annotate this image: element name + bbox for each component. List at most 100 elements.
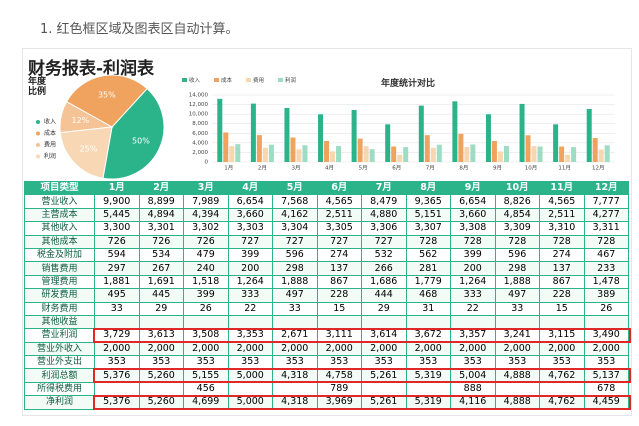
caption: 1. 红色框区域及图表区自动计算。 [40,22,239,37]
cell: 22 [450,301,496,316]
cell: 2,000 [405,341,451,357]
x-tick-label: 7月 [426,165,435,172]
x-tick-label: 2月 [258,165,267,172]
cell: 3,310 [539,221,585,236]
bar [336,145,342,162]
cell [272,381,318,397]
row-label: 营业收入 [24,194,95,209]
cell: 353 [583,355,629,370]
header-cell: 10月 [494,180,540,196]
bar [519,103,525,162]
legend-swatch [278,78,283,82]
cell: 6,654 [450,194,496,209]
cell: 7,568 [272,194,318,209]
bar [464,147,470,162]
cell: 867 [316,274,362,290]
row: 管理费用 1,881 1,691 1,518 1,264 1,888 867 1,686 1,7… [24,274,629,290]
bar [525,135,531,162]
table: 项目类型 1月 2月 3月 4月 5月 6月 7月 8月 9月 10月 11月 12月 营业收入 9,900… [24,180,629,410]
cell: 497 [272,288,318,303]
cell: 3,660 [227,207,273,223]
y-tick-label: 8,000 [192,121,208,127]
cell: 2,511 [316,207,362,223]
cell: 789 [316,381,362,397]
bar [592,138,598,162]
bar [485,114,491,162]
cell [539,314,585,330]
cell: 3,311 [583,221,629,236]
cell [138,314,184,330]
cell: 1,686 [361,274,407,290]
legend-swatch [36,154,40,159]
header-cell: 项目类型 [24,180,95,196]
bar [357,138,363,162]
cell: 4,854 [494,207,540,223]
header-cell: 1月 [94,180,140,196]
pie-slice [65,74,148,128]
cell: 274 [539,247,585,263]
cell: 9,900 [94,194,140,209]
cell: 26 [183,301,229,316]
cell: 728 [494,234,540,249]
y-tick-label: 10,000 [189,112,209,118]
cell: 353 [272,355,318,370]
bar [418,105,424,162]
x-tick-label: 10月 [525,165,538,172]
cell: 596 [272,247,318,263]
cell: 3,303 [227,221,273,236]
bar [296,149,302,162]
y-tick-label: 0 [205,160,209,166]
cell [272,314,318,330]
cell: 727 [227,234,273,249]
cell: 233 [583,261,629,276]
bar [223,132,229,162]
cell: 728 [405,234,451,249]
cell: 3,660 [450,207,496,223]
row-label: 税金及附加 [24,247,95,263]
row-label: 利润总额 [24,368,95,383]
row-label: 其他收益 [24,314,95,330]
bar [330,151,336,162]
cell: 727 [272,234,318,249]
highlight-box [92,327,631,344]
cell: 137 [539,261,585,276]
y-tick-label: 4,000 [192,140,208,146]
cell: 200 [450,261,496,276]
bar [369,149,375,162]
cell: 3,305 [316,221,362,236]
cell [94,314,140,330]
bar [598,149,604,162]
bar [470,144,476,162]
bar [229,146,235,162]
cell: 479 [183,247,229,263]
row: 其他收入 3,300 3,301 3,302 3,303 3,304 3,305 3,306 3… [24,221,629,236]
bar [217,98,223,162]
cell: 297 [94,261,140,276]
cell: 2,000 [183,341,229,357]
charts: 50% 收入 35% 成本 12% 费用 25% 利润 0 2,000 4,000 6,000 8,00… [36,74,615,180]
cell: 3,309 [494,221,540,236]
cell: 727 [361,234,407,249]
cell [539,381,585,397]
header-cell: 11月 [539,180,585,196]
bar [537,146,543,162]
legend-label: 收入 [44,118,56,126]
y-tick-label: 12,000 [189,102,209,108]
cell: 2,000 [539,341,585,357]
cell: 728 [450,234,496,249]
bar [571,147,577,162]
legend-label: 利润 [44,152,56,160]
pie-title: 年度比例 [28,77,47,97]
cell: 7,777 [583,194,629,209]
bar [318,114,324,162]
cell: 467 [583,247,629,263]
cell: 534 [138,247,184,263]
cell: 31 [405,301,451,316]
highlight-box [92,394,631,411]
cell: 29 [138,301,184,316]
x-tick-label: 12月 [592,165,605,172]
cell: 726 [94,234,140,249]
legend-label: 成本 [221,76,233,84]
legend-label: 利润 [285,76,297,84]
row-label: 营业利润 [24,328,95,343]
